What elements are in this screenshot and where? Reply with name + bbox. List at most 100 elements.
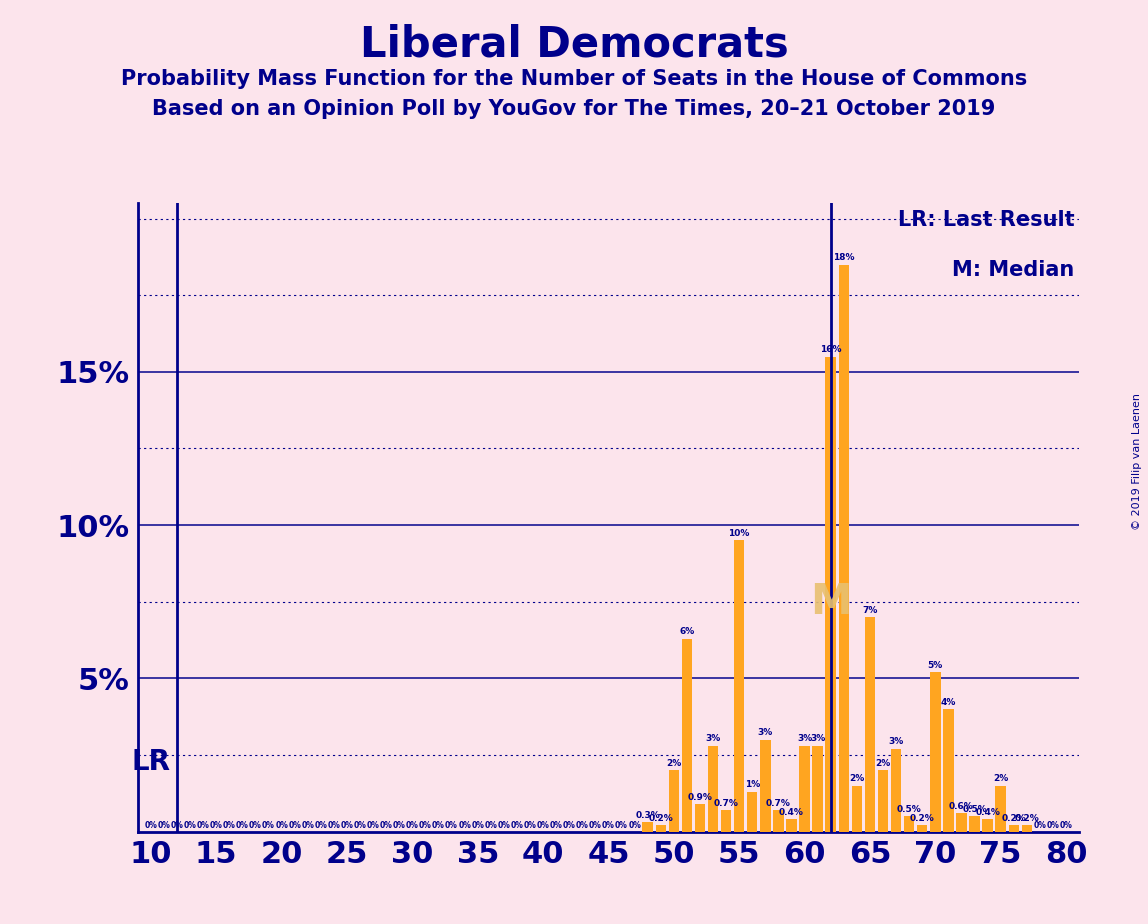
Text: 0%: 0% — [341, 821, 354, 830]
Bar — [721, 810, 731, 832]
Text: 0%: 0% — [393, 821, 405, 830]
Bar — [773, 810, 784, 832]
Bar — [878, 771, 889, 832]
Bar — [956, 813, 967, 832]
Text: 0%: 0% — [445, 821, 458, 830]
Text: 0%: 0% — [301, 821, 315, 830]
Text: 0%: 0% — [589, 821, 602, 830]
Bar — [917, 825, 928, 832]
Text: 4%: 4% — [940, 698, 956, 707]
Text: 0.2%: 0.2% — [649, 814, 673, 823]
Text: 6%: 6% — [680, 627, 695, 636]
Bar — [969, 816, 979, 832]
Text: 18%: 18% — [833, 253, 854, 262]
Bar — [656, 825, 666, 832]
Text: 0%: 0% — [249, 821, 262, 830]
Text: 10%: 10% — [729, 529, 750, 538]
Text: 0%: 0% — [1060, 821, 1072, 830]
Text: 0.4%: 0.4% — [779, 808, 804, 817]
Text: 0.2%: 0.2% — [910, 814, 934, 823]
Bar — [747, 792, 758, 832]
Text: 0%: 0% — [288, 821, 301, 830]
Text: 0%: 0% — [432, 821, 445, 830]
Bar — [668, 771, 680, 832]
Text: 0%: 0% — [196, 821, 210, 830]
Bar — [903, 816, 914, 832]
Text: 0%: 0% — [157, 821, 170, 830]
Text: 0.2%: 0.2% — [1015, 814, 1039, 823]
Text: 2%: 2% — [850, 774, 864, 784]
Text: M: M — [810, 580, 852, 623]
Bar — [708, 746, 719, 832]
Text: 0%: 0% — [602, 821, 615, 830]
Text: 0%: 0% — [472, 821, 484, 830]
Text: 3%: 3% — [810, 735, 825, 743]
Text: M: Median: M: Median — [952, 260, 1075, 280]
Text: 3%: 3% — [758, 728, 773, 737]
Text: 0%: 0% — [366, 821, 380, 830]
Text: Liberal Democrats: Liberal Democrats — [359, 23, 789, 65]
Text: 2%: 2% — [876, 759, 891, 768]
Text: Probability Mass Function for the Number of Seats in the House of Commons: Probability Mass Function for the Number… — [121, 69, 1027, 90]
Text: © 2019 Filip van Laenen: © 2019 Filip van Laenen — [1132, 394, 1142, 530]
Text: 0%: 0% — [511, 821, 523, 830]
Text: 0%: 0% — [406, 821, 419, 830]
Text: 0.7%: 0.7% — [714, 798, 738, 808]
Text: 0%: 0% — [236, 821, 249, 830]
Text: 0%: 0% — [497, 821, 510, 830]
Bar — [695, 804, 705, 832]
Bar — [1008, 825, 1019, 832]
Bar — [864, 617, 875, 832]
Text: 0%: 0% — [628, 821, 641, 830]
Text: 3%: 3% — [705, 735, 721, 743]
Text: Based on an Opinion Poll by YouGov for The Times, 20–21 October 2019: Based on an Opinion Poll by YouGov for T… — [153, 99, 995, 119]
Bar — [682, 638, 692, 832]
Bar — [995, 785, 1006, 832]
Text: 0%: 0% — [536, 821, 550, 830]
Text: 16%: 16% — [820, 345, 841, 354]
Text: 3%: 3% — [889, 737, 903, 747]
Text: 0.9%: 0.9% — [688, 793, 713, 801]
Text: 5%: 5% — [928, 661, 943, 670]
Text: LR: LR — [132, 748, 170, 776]
Text: 0.5%: 0.5% — [962, 805, 987, 814]
Text: 0.6%: 0.6% — [949, 802, 974, 810]
Text: 1%: 1% — [745, 780, 760, 789]
Text: 0%: 0% — [184, 821, 196, 830]
Text: 0.5%: 0.5% — [897, 805, 922, 814]
Text: 7%: 7% — [862, 605, 877, 614]
Text: 0%: 0% — [145, 821, 157, 830]
Text: 0%: 0% — [550, 821, 563, 830]
Bar — [643, 822, 653, 832]
Bar — [838, 264, 850, 832]
Text: 0%: 0% — [210, 821, 223, 830]
Text: 0%: 0% — [1047, 821, 1060, 830]
Bar — [891, 748, 901, 832]
Text: 0%: 0% — [223, 821, 235, 830]
Bar — [930, 673, 940, 832]
Text: 0%: 0% — [380, 821, 393, 830]
Bar — [734, 541, 744, 832]
Text: 0.2%: 0.2% — [1001, 814, 1026, 823]
Bar — [1022, 825, 1032, 832]
Text: 2%: 2% — [666, 759, 682, 768]
Bar — [799, 746, 809, 832]
Text: 0%: 0% — [419, 821, 432, 830]
Bar — [786, 820, 797, 832]
Bar — [813, 746, 823, 832]
Text: 0%: 0% — [1033, 821, 1046, 830]
Text: 0%: 0% — [563, 821, 575, 830]
Text: 3%: 3% — [797, 735, 812, 743]
Text: 0%: 0% — [354, 821, 366, 830]
Text: 0.7%: 0.7% — [766, 798, 791, 808]
Text: 0%: 0% — [523, 821, 536, 830]
Text: 0%: 0% — [576, 821, 589, 830]
Text: 0%: 0% — [327, 821, 340, 830]
Bar — [760, 739, 770, 832]
Text: 0%: 0% — [171, 821, 184, 830]
Text: 0.4%: 0.4% — [975, 808, 1000, 817]
Bar — [983, 820, 993, 832]
Bar — [852, 785, 862, 832]
Text: 0.3%: 0.3% — [635, 811, 660, 820]
Text: LR: Last Result: LR: Last Result — [898, 210, 1075, 229]
